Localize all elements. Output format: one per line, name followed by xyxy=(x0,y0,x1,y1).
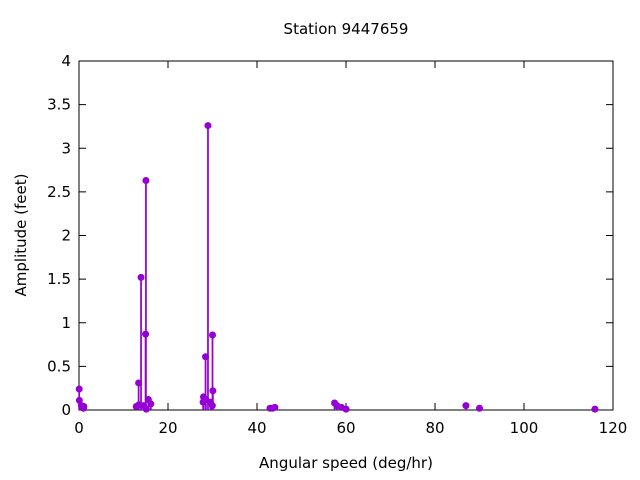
data-point xyxy=(208,402,216,410)
x-tick-label: 120 xyxy=(599,419,628,437)
y-tick-label: 1 xyxy=(61,314,71,332)
data-point xyxy=(202,353,210,361)
y-tick-label: 2.5 xyxy=(47,183,71,201)
data-point xyxy=(142,330,150,338)
data-point xyxy=(137,273,145,281)
data-point xyxy=(204,122,212,130)
x-tick-label: 100 xyxy=(510,419,539,437)
y-tick-label: 3 xyxy=(61,139,71,157)
x-tick-label: 0 xyxy=(74,419,84,437)
data-point xyxy=(147,400,155,408)
y-tick-label: 1.5 xyxy=(47,270,71,288)
data-point xyxy=(80,403,88,411)
y-tick-label: 0.5 xyxy=(47,357,71,375)
data-point xyxy=(271,403,279,411)
data-point xyxy=(142,405,150,413)
data-point xyxy=(135,379,143,387)
x-tick-label: 80 xyxy=(425,419,444,437)
x-tick-label: 60 xyxy=(336,419,355,437)
x-tick-label: 40 xyxy=(247,419,266,437)
x-tick-label: 20 xyxy=(158,419,177,437)
y-axis-label: Amplitude (feet) xyxy=(12,173,30,297)
y-tick-label: 3.5 xyxy=(47,96,71,114)
data-point xyxy=(476,404,483,412)
data-point xyxy=(142,177,150,185)
y-tick-label: 2 xyxy=(61,227,71,245)
data-point xyxy=(209,331,216,339)
data-point xyxy=(342,405,350,413)
x-axis-label: Angular speed (deg/hr) xyxy=(259,454,433,472)
data-point xyxy=(75,385,83,393)
y-tick-label: 0 xyxy=(61,401,71,419)
plot-border xyxy=(78,60,614,411)
data-point xyxy=(209,387,217,395)
data-point xyxy=(462,402,470,410)
y-tick-label: 4 xyxy=(61,52,71,70)
data-point xyxy=(591,405,599,413)
chart-title: Station 9447659 xyxy=(283,20,409,38)
